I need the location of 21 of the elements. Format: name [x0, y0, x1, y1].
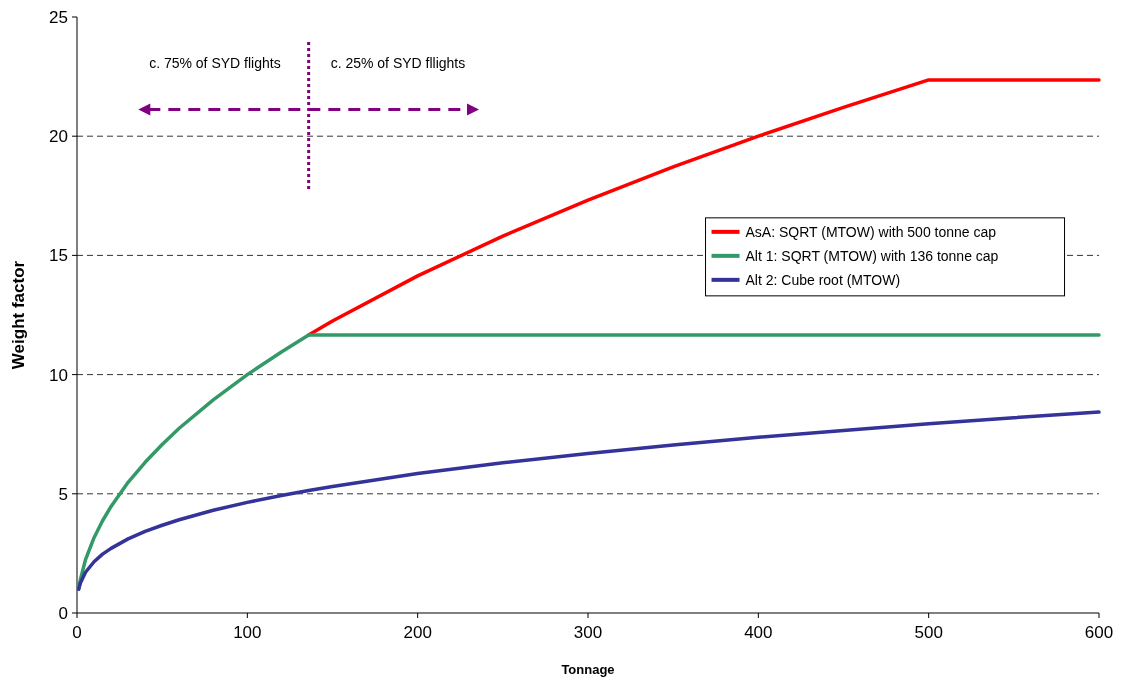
x-tick-label: 500 [914, 623, 943, 642]
y-axis-title: Weight factor [9, 260, 28, 370]
legend-label: Alt 2: Cube root (MTOW) [745, 271, 901, 288]
x-tick-label: 0 [72, 623, 82, 642]
x-tick-label: 300 [573, 623, 603, 642]
x-tick-label: 100 [233, 623, 262, 642]
x-tick-label: 600 [1084, 623, 1114, 642]
y-tick-label: 20 [49, 127, 68, 147]
x-tick-label: 200 [403, 623, 432, 642]
y-tick-label: 10 [49, 365, 68, 385]
annotation: c. 75% of SYD flights [149, 54, 281, 71]
legend-label: Alt 1: SQRT (MTOW) with 136 tonne cap [745, 247, 999, 264]
annotation: c. 25% of SYD fllights [330, 54, 466, 71]
x-axis-title: Tonnage [561, 662, 615, 677]
legend-label: AsA: SQRT (MTOW) with 500 tonne cap [745, 223, 997, 240]
y-tick-label: 0 [58, 603, 68, 623]
y-tick-label: 15 [49, 246, 68, 266]
y-tick-label: 5 [58, 484, 68, 504]
y-tick-label: 25 [49, 7, 68, 27]
line-series [76, 410, 1101, 591]
x-tick-label: 400 [744, 623, 773, 642]
